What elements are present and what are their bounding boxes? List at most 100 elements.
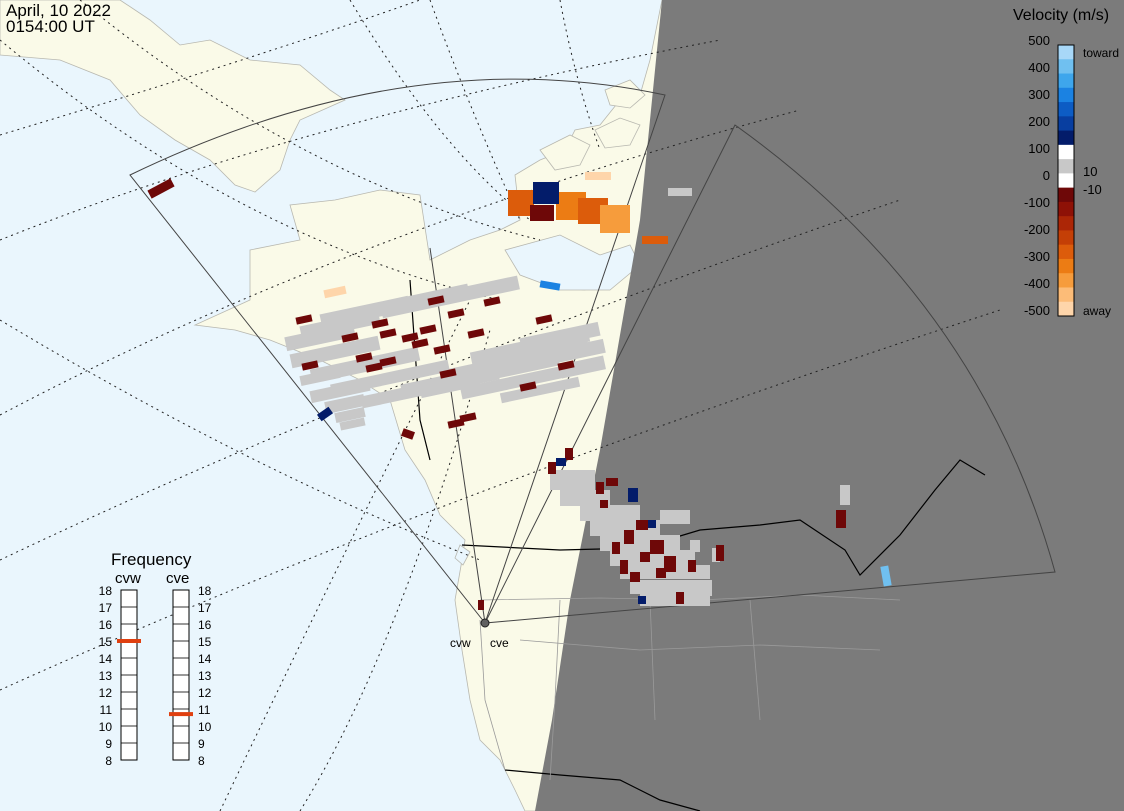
scatter-cell <box>600 205 630 233</box>
meridian-line <box>0 39 501 301</box>
scatter-cell <box>624 530 634 544</box>
velocity-tick-label: -200 <box>1024 222 1050 237</box>
latitude-line <box>0 109 801 416</box>
frequency-panel-title: Frequency <box>111 550 192 569</box>
scatter-cell <box>636 520 648 530</box>
scatter-cell <box>550 470 595 490</box>
scatter-cell <box>371 318 389 329</box>
scatter-cell <box>690 540 700 552</box>
frequency-tick-label-left: 17 <box>99 601 113 615</box>
scatter-cell <box>640 594 710 606</box>
scatter-cell <box>483 296 501 307</box>
time-label: 0154:00 UT <box>6 17 95 36</box>
scatter-cell <box>427 295 445 306</box>
scatter-cell <box>530 205 554 221</box>
velocity-tick-label: 0 <box>1043 168 1050 183</box>
velocity-legend-title: Velocity (m/s) <box>1013 7 1109 24</box>
colorbar-segment <box>1058 130 1074 146</box>
scatter-cell <box>460 362 580 400</box>
frequency-tick-label-right: 17 <box>198 601 212 615</box>
velocity-away-label: away <box>1083 304 1111 318</box>
state-boundary <box>479 619 506 771</box>
scatter-cell <box>519 321 601 353</box>
scatter-cell <box>380 275 520 319</box>
alaska-canada-border <box>409 279 431 461</box>
scatter-cell <box>419 324 437 335</box>
frequency-tick-label-left: 11 <box>100 703 113 717</box>
velocity-tick-label: -500 <box>1024 303 1050 318</box>
scatter-cell <box>478 600 484 610</box>
colorbar-segment <box>1058 45 1074 60</box>
scatter-cell <box>539 280 561 291</box>
night-region <box>535 0 1124 811</box>
frequency-tick-label-right: 14 <box>198 652 212 666</box>
frequency-columns: 18 18 17 17 16 16 15 15 14 14 13 13 12 12 11 11 10 10 9 9 8 8 <box>99 584 212 768</box>
fov-beam-line <box>429 247 486 624</box>
scatter-cell <box>557 360 575 371</box>
scatter-cell <box>548 462 556 474</box>
scatter-cell <box>379 328 397 339</box>
arctic-island <box>594 117 641 149</box>
frequency-tick-label-right: 15 <box>198 635 212 649</box>
colorbar-frame <box>1057 44 1075 317</box>
velocity-tick-label: -300 <box>1024 249 1050 264</box>
scatter-cell <box>459 412 477 423</box>
scatter-cell <box>535 314 553 325</box>
radar-site-marker <box>480 618 490 628</box>
scatter-cell <box>519 381 537 392</box>
colorbar-segment <box>1058 187 1074 203</box>
scatter-cell <box>600 500 608 508</box>
colorbar-segment <box>1058 230 1074 246</box>
frequency-tick-label-right: 13 <box>198 669 212 683</box>
frequency-radar-label-cvw: cvw <box>115 570 141 587</box>
colorbar-segment <box>1058 73 1074 89</box>
scatter-cell <box>439 368 457 379</box>
scatter-cell <box>640 552 650 562</box>
scatter-cell <box>334 406 366 424</box>
scatter-cell <box>596 482 604 494</box>
scatter-cell <box>642 236 668 244</box>
scatter-cell <box>309 378 371 404</box>
colorbar-segment <box>1058 144 1074 160</box>
us-mexico-border <box>504 769 701 811</box>
colorbar-segment <box>1058 273 1074 288</box>
arctic-island <box>604 79 646 109</box>
cve-field-of-view <box>484 124 1056 624</box>
scatter-cell <box>628 488 638 502</box>
velocity-tick-label: 10 <box>1083 164 1097 179</box>
frequency-tick-label-right: 11 <box>198 703 211 717</box>
scatter-cell <box>301 360 319 371</box>
state-boundary <box>649 599 656 721</box>
scatter-cell <box>341 332 359 343</box>
velocity-tick-label: -100 <box>1024 195 1050 210</box>
scatter-cell <box>668 188 692 196</box>
scatter-cell <box>606 478 618 486</box>
scatter-cell <box>533 182 559 204</box>
meridian-line <box>79 0 541 241</box>
scatter-cell <box>580 505 640 521</box>
colorbar-segment <box>1058 59 1074 74</box>
velocity-tick-labels: 500400300200100100-10-100-200-300-400-50… <box>1024 33 1102 318</box>
frequency-radar-label-cve: cve <box>166 570 189 587</box>
scatter-cell <box>419 375 481 399</box>
colorbar-segment <box>1058 102 1074 117</box>
frequency-tick-label-left: 18 <box>99 584 113 598</box>
scatter-cell <box>612 542 620 554</box>
velocity-tick-label: -400 <box>1024 276 1050 291</box>
colorbar-segment <box>1058 287 1074 303</box>
colorbar-segment <box>1058 173 1074 189</box>
scatter-cell <box>355 352 373 363</box>
scatter-cell <box>289 335 381 369</box>
colorbar-segment <box>1058 244 1074 260</box>
scatter-cell <box>648 520 656 528</box>
scatter-cell <box>630 572 640 582</box>
colorbar-segment <box>1058 258 1074 274</box>
scatter-cell <box>656 568 666 578</box>
scatter-cell <box>379 356 397 367</box>
state-boundary <box>749 599 761 721</box>
scatter-cell <box>324 393 366 415</box>
scatter-cell <box>630 580 710 594</box>
radar-site-label-cvw: cvw <box>450 636 471 650</box>
scatter-cell <box>339 417 366 431</box>
